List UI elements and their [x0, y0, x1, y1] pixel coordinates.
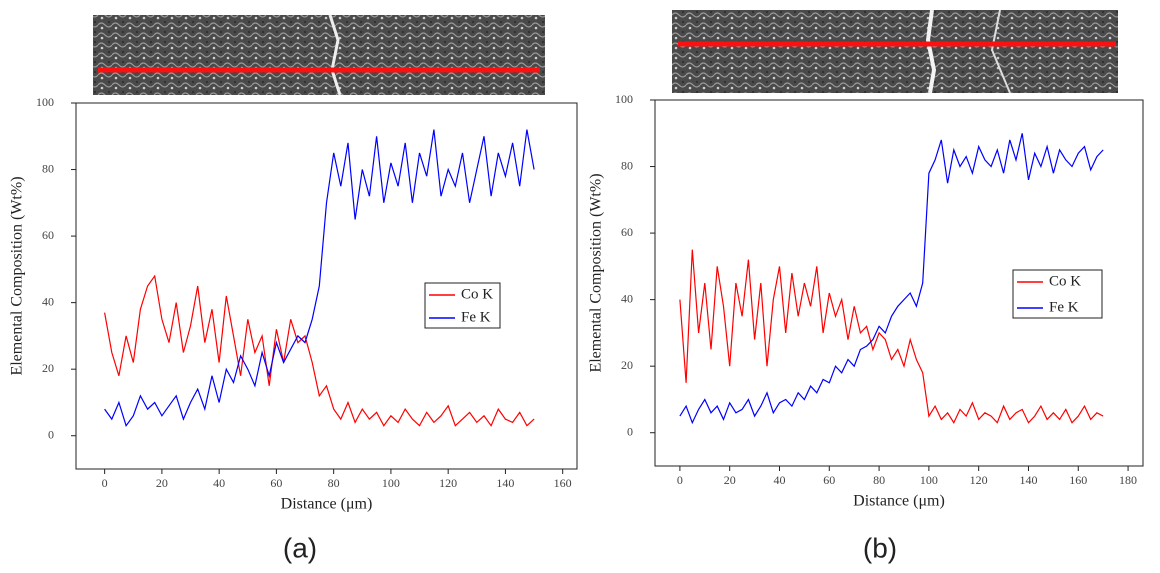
- legend-box: [1012, 269, 1103, 319]
- x-tick-label: 40: [773, 473, 785, 487]
- x-tick-label: 40: [213, 476, 225, 490]
- y-axis-label: Elemental Composition (Wt%): [588, 173, 605, 372]
- x-tick-label: 100: [920, 473, 938, 487]
- x-tick-label: 160: [1069, 473, 1087, 487]
- x-tick-label: 20: [724, 473, 736, 487]
- y-tick-label: 0: [48, 427, 54, 441]
- legend-label: Fe K: [461, 309, 491, 325]
- legend-label: Fe K: [1049, 299, 1079, 315]
- y-tick-label: 40: [42, 294, 54, 308]
- x-tick-label: 80: [328, 476, 340, 490]
- plot-frame: [654, 99, 1144, 467]
- y-tick-label: 80: [42, 161, 54, 175]
- y-tick-label: 0: [627, 424, 633, 438]
- x-tick-label: 140: [1019, 473, 1037, 487]
- x-tick-label: 180: [1119, 473, 1137, 487]
- panel-caption: (b): [863, 532, 897, 563]
- data-line: [104, 274, 535, 427]
- data-line: [679, 249, 1104, 424]
- data-line: [679, 133, 1104, 425]
- x-tick-label: 120: [970, 473, 988, 487]
- y-tick-label: 80: [621, 158, 633, 172]
- x-axis-label: Distance (μm): [853, 493, 945, 510]
- x-tick-label: 60: [823, 473, 835, 487]
- legend-label: Co K: [461, 286, 493, 302]
- x-tick-label: 100: [382, 476, 400, 490]
- sem-image: [93, 14, 545, 96]
- y-tick-label: 20: [42, 361, 54, 375]
- x-tick-label: 80: [873, 473, 885, 487]
- x-tick-label: 120: [439, 476, 457, 490]
- sem-image: [672, 9, 1118, 94]
- x-tick-label: 0: [677, 473, 683, 487]
- x-tick-label: 60: [270, 476, 282, 490]
- x-tick-label: 0: [102, 476, 108, 490]
- y-tick-label: 100: [36, 95, 54, 109]
- y-tick-label: 40: [621, 291, 633, 305]
- legend-label: Co K: [1049, 273, 1081, 289]
- panel-caption: (a): [283, 532, 317, 563]
- data-line: [104, 129, 535, 428]
- y-tick-label: 100: [615, 92, 633, 106]
- plot-frame: [75, 102, 578, 470]
- y-tick-label: 60: [621, 225, 633, 239]
- y-axis-label: Elemental Composition (Wt%): [9, 176, 26, 375]
- x-tick-label: 140: [496, 476, 514, 490]
- y-tick-label: 60: [42, 228, 54, 242]
- x-tick-label: 160: [554, 476, 572, 490]
- x-tick-label: 20: [156, 476, 168, 490]
- x-axis-label: Distance (μm): [281, 496, 373, 513]
- y-tick-label: 20: [621, 358, 633, 372]
- legend-box: [424, 282, 501, 329]
